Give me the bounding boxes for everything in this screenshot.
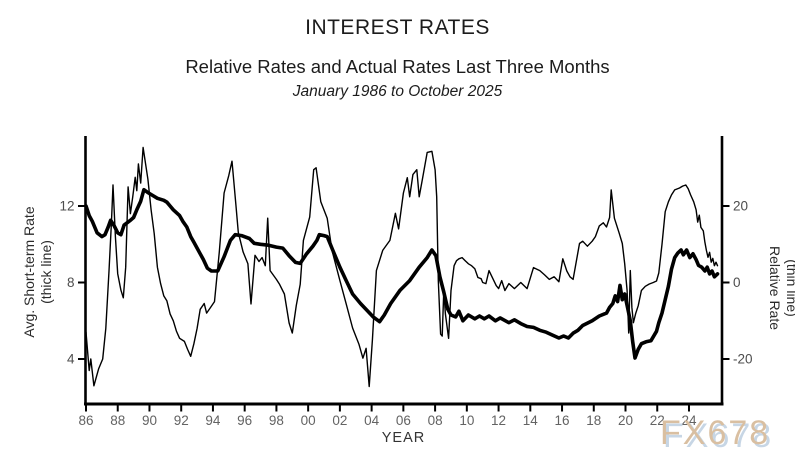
x-tick-label: 22: [650, 413, 665, 428]
x-tick-label: 92: [174, 413, 189, 428]
x-tick-label: 00: [301, 413, 316, 428]
x-tick-label: 88: [110, 413, 125, 428]
series-thin-line: [85, 146, 719, 388]
series-thick-line: [84, 187, 720, 360]
chart-date-range: January 1986 to October 2025: [292, 83, 503, 100]
x-tick-label: 96: [237, 413, 252, 428]
watermark-fx678: FX678: [660, 414, 771, 452]
left-tick-label: 12: [59, 199, 74, 214]
x-tick-label: 04: [364, 413, 380, 428]
x-tick-label: 86: [78, 413, 93, 428]
left-tick-label: 4: [67, 352, 75, 367]
x-tick-label: 20: [618, 413, 633, 428]
x-tick-label: 90: [142, 413, 157, 428]
x-tick-label: 06: [396, 413, 411, 428]
x-tick-label: 08: [428, 413, 443, 428]
x-tick-label: 24: [681, 413, 697, 428]
x-tick-label: 18: [586, 413, 601, 428]
chart-title: INTEREST RATES: [305, 16, 490, 39]
x-tick-label: 12: [491, 413, 506, 428]
x-tick-label: 14: [523, 413, 539, 428]
left-tick-label: 8: [67, 275, 75, 290]
x-tick-label: 10: [459, 413, 474, 428]
x-tick-label: 98: [269, 413, 284, 428]
x-tick-label: 16: [555, 413, 570, 428]
right-tick-label: -20: [733, 352, 753, 367]
x-tick-label: 02: [332, 413, 347, 428]
right-tick-label: 0: [733, 275, 741, 290]
right-tick-label: 20: [733, 199, 748, 214]
x-tick-label: 94: [205, 413, 221, 428]
x-axis-label: YEAR: [381, 430, 426, 446]
chart-subtitle: Relative Rates and Actual Rates Last Thr…: [185, 56, 610, 77]
